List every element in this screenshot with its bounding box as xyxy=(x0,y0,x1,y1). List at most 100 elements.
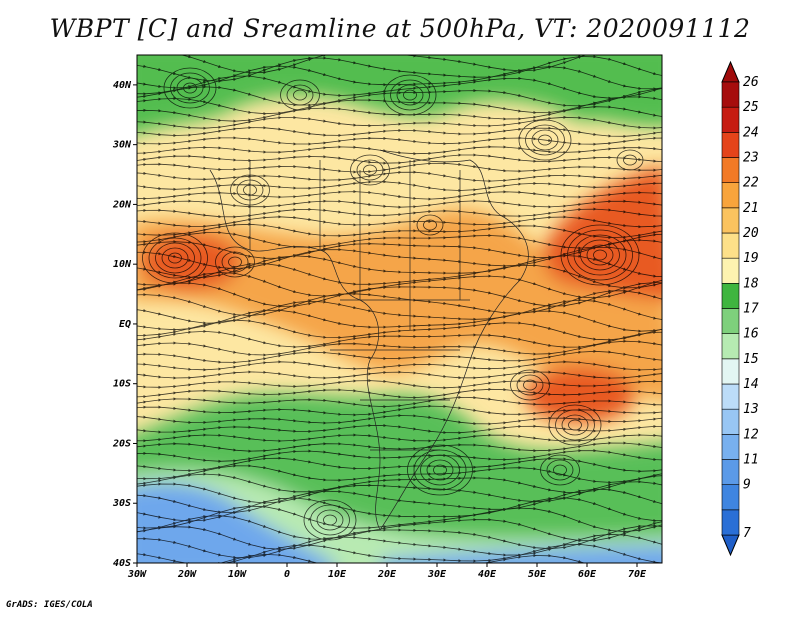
latitude-axis: 40N 30N 20N 10N EQ 10S 20S 30S 40S xyxy=(112,80,137,569)
streamline-vortex xyxy=(396,84,424,106)
streamline-vortex xyxy=(433,464,447,476)
streamline xyxy=(137,180,662,193)
map-frame xyxy=(136,54,663,564)
streamline xyxy=(137,413,662,426)
streamline-vortex xyxy=(560,224,640,286)
colorbar-label: 23 xyxy=(743,151,759,166)
streamline-vortex xyxy=(540,454,580,486)
streamline-vortex xyxy=(142,232,208,284)
colorbar-label: 14 xyxy=(743,377,759,392)
colorbar-cell xyxy=(721,358,740,385)
lat-tick-label: 30N xyxy=(112,140,132,151)
streamline xyxy=(137,339,662,357)
streamline xyxy=(137,441,662,453)
lon-tick-label: 30E xyxy=(427,569,447,580)
streamline xyxy=(137,161,662,174)
colorbar-label: 26 xyxy=(743,75,759,90)
streamline-vortex xyxy=(383,74,437,116)
streamline-vortex xyxy=(403,89,417,101)
colorbar-cell xyxy=(721,106,740,133)
lon-tick-label: 40E xyxy=(478,569,497,580)
streamline-vortex xyxy=(303,499,357,541)
streamline xyxy=(137,370,662,380)
lon-tick-label: 60E xyxy=(578,569,597,580)
colorbar-cell xyxy=(721,207,740,234)
colorbar-label: 11 xyxy=(743,453,759,468)
colorbar-cell xyxy=(721,157,740,183)
streamline-vortex xyxy=(416,214,444,236)
streamline xyxy=(137,378,662,390)
streamline-vortex xyxy=(390,79,430,111)
colorbar-label: 21 xyxy=(743,201,759,216)
lon-tick-label: 30W xyxy=(127,569,147,580)
country-borders xyxy=(209,149,529,531)
streamline-vortex xyxy=(523,379,537,391)
colorbar-label: 7 xyxy=(743,526,751,541)
streamline-vortex xyxy=(555,409,595,441)
streamline-vortex xyxy=(525,124,565,156)
streamline-vortex xyxy=(350,154,390,186)
lat-tick-label: 40N xyxy=(113,80,132,91)
streamline xyxy=(137,170,662,183)
colorbar-label: 15 xyxy=(743,352,759,367)
streamline-vortex xyxy=(286,84,314,106)
streamline-vortex xyxy=(548,404,602,446)
colorbar-cell xyxy=(721,383,740,410)
chart-title: WBPT [C] and Sreamline at 500hPa, VT: 20… xyxy=(49,14,751,43)
streamline-vortex xyxy=(323,514,337,526)
streamline-vortex xyxy=(423,219,437,231)
colorbar-cell xyxy=(721,232,740,259)
lon-tick-label: 20E xyxy=(377,569,397,580)
streamline xyxy=(137,433,662,443)
colorbar-label: 22 xyxy=(743,176,759,191)
streamline-vortex xyxy=(538,134,552,146)
streamline-vortex xyxy=(553,464,567,476)
lat-tick-label: EQ xyxy=(119,319,131,330)
streamline-vortex xyxy=(573,234,627,276)
streamline-vortex xyxy=(593,249,607,261)
streamline-vortex xyxy=(568,419,582,431)
streamline-vortex xyxy=(183,82,197,94)
lon-tick-label: 20W xyxy=(177,569,197,580)
colorbar-cell xyxy=(721,434,740,460)
colorbar-label: 9 xyxy=(743,478,751,493)
lon-tick-label: 10E xyxy=(328,569,347,580)
colorbar-label: 17 xyxy=(743,302,759,317)
colorbar-label: 24 xyxy=(743,125,759,140)
colorbar-label: 25 xyxy=(743,100,759,115)
streamline-vortex xyxy=(561,414,589,436)
colorbar-cell xyxy=(721,333,740,360)
lat-tick-label: 30S xyxy=(112,498,131,509)
streamline-vortex xyxy=(616,149,644,171)
streamline-vortex xyxy=(228,256,242,268)
streamline xyxy=(137,136,662,146)
streamline-vortex xyxy=(148,237,202,279)
streamline-vortex xyxy=(510,369,550,401)
streamline-vortex xyxy=(161,247,189,269)
streamline-vortex xyxy=(420,454,460,486)
colorbar-label: 19 xyxy=(743,251,759,266)
credit-text: GrADS: IGES/COLA xyxy=(6,600,93,610)
colorbar-under-triangle xyxy=(721,534,740,557)
streamline-vortex xyxy=(363,164,377,176)
streamline-vortex xyxy=(567,229,633,281)
colorbar-cell xyxy=(721,257,740,284)
streamline-vortex xyxy=(546,459,574,481)
colorbar-cell xyxy=(721,509,740,536)
colorbar-cell xyxy=(721,408,740,435)
colorbar-over-triangle xyxy=(721,60,740,83)
lon-tick-label: 70E xyxy=(628,569,647,580)
colorbar-label: 16 xyxy=(743,327,759,342)
streamline-vortex xyxy=(426,459,454,481)
streamline-vortex xyxy=(163,67,217,109)
streamline-vortex xyxy=(215,246,255,278)
streamline xyxy=(137,199,662,209)
streamline-vortex xyxy=(356,159,384,181)
streamline xyxy=(137,404,662,417)
streamline-vortex xyxy=(310,504,350,536)
colorbar-label: 20 xyxy=(743,226,759,241)
colorbar: 7 9 11 12 13 14 15 16 17 18 19 20 21 22 23 24 25 26 xyxy=(721,60,759,557)
lat-tick-label: 20N xyxy=(112,199,132,210)
streamline-vortex xyxy=(407,444,473,496)
